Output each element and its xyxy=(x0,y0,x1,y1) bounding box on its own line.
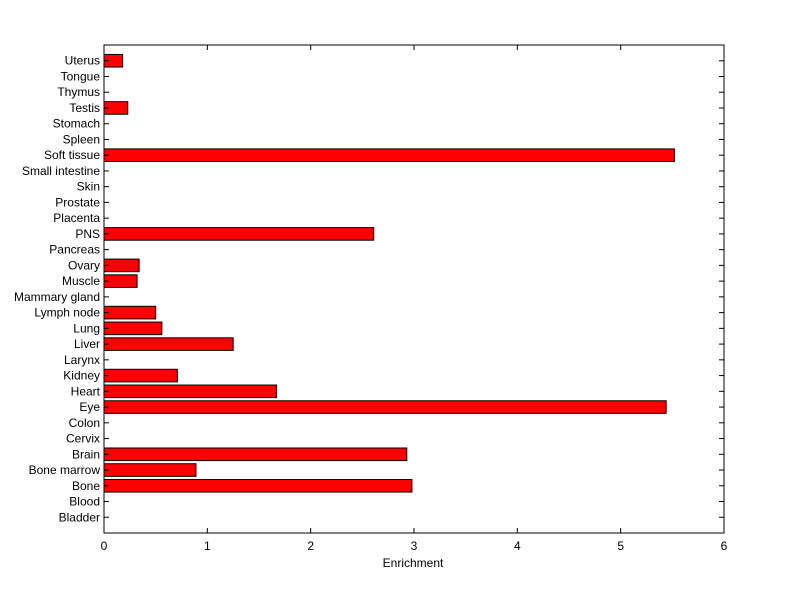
bar-bone xyxy=(103,478,413,493)
ticks-layer xyxy=(103,45,725,533)
y-tick-label-testis: Testis xyxy=(69,101,100,115)
y-tick-label-lymph-node: Lymph node xyxy=(34,306,100,320)
y-tick-label-blood: Blood xyxy=(69,495,100,509)
bar-eye xyxy=(103,400,667,414)
y-tick-label-colon: Colon xyxy=(69,416,100,430)
plot-frame xyxy=(103,44,725,534)
bar-kidney xyxy=(103,368,178,383)
y-tick-label-lung: Lung xyxy=(73,321,100,335)
bar-ovary xyxy=(103,258,140,273)
x-axis-label: Enrichment xyxy=(383,556,444,570)
y-tick-label-brain: Brain xyxy=(72,447,100,461)
y-tick-label-pns: PNS xyxy=(75,227,100,241)
y-tick-label-heart: Heart xyxy=(71,384,101,398)
bar-pns xyxy=(103,227,375,241)
y-tick-label-small-intestine: Small intestine xyxy=(22,164,100,178)
x-tick-labels: 0 1 2 3 4 5 6 xyxy=(101,539,728,553)
x-tick-label-2: 2 xyxy=(307,539,314,553)
y-tick-label-mammary-gland: Mammary gland xyxy=(14,290,100,304)
x-tick-label-5: 5 xyxy=(617,539,624,553)
y-tick-label-thymus: Thymus xyxy=(57,85,100,99)
x-tick-label-3: 3 xyxy=(411,539,418,553)
y-tick-label-stomach: Stomach xyxy=(53,117,100,131)
y-tick-label-prostate: Prostate xyxy=(55,195,100,209)
y-tick-label-spleen: Spleen xyxy=(63,132,100,146)
y-tick-label-cervix: Cervix xyxy=(66,432,100,446)
y-tick-label-skin: Skin xyxy=(77,180,100,194)
x-tick-label-6: 6 xyxy=(721,539,728,553)
y-tick-label-eye: Eye xyxy=(79,400,100,414)
y-tick-label-bone: Bone xyxy=(72,479,100,493)
y-tick-label-muscle: Muscle xyxy=(62,274,100,288)
y-tick-label-bone-marrow: Bone marrow xyxy=(29,463,101,477)
bar-bone-marrow xyxy=(103,463,197,477)
y-tick-label-larynx: Larynx xyxy=(64,353,100,367)
y-tick-label-kidney: Kidney xyxy=(63,369,100,383)
bar-lymph-node xyxy=(103,305,157,320)
y-tick-label-soft-tissue: Soft tissue xyxy=(44,148,100,162)
x-tick-label-4: 4 xyxy=(514,539,521,553)
y-tick-label-uterus: Uterus xyxy=(65,54,100,68)
y-tick-label-tongue: Tongue xyxy=(61,69,101,83)
y-tick-label-bladder: Bladder xyxy=(59,510,100,524)
bar-heart xyxy=(103,384,278,399)
y-tick-label-placenta: Placenta xyxy=(53,211,100,225)
bar-lung xyxy=(103,321,163,336)
bar-soft-tissue xyxy=(103,148,675,162)
bar-brain xyxy=(103,447,408,462)
bar-liver xyxy=(103,337,234,351)
x-tick-label-0: 0 xyxy=(101,539,108,553)
y-tick-label-ovary: Ovary xyxy=(68,258,100,272)
y-tick-label-pancreas: Pancreas xyxy=(49,243,100,257)
x-tick-label-1: 1 xyxy=(204,539,211,553)
y-tick-label-liver: Liver xyxy=(74,337,100,351)
